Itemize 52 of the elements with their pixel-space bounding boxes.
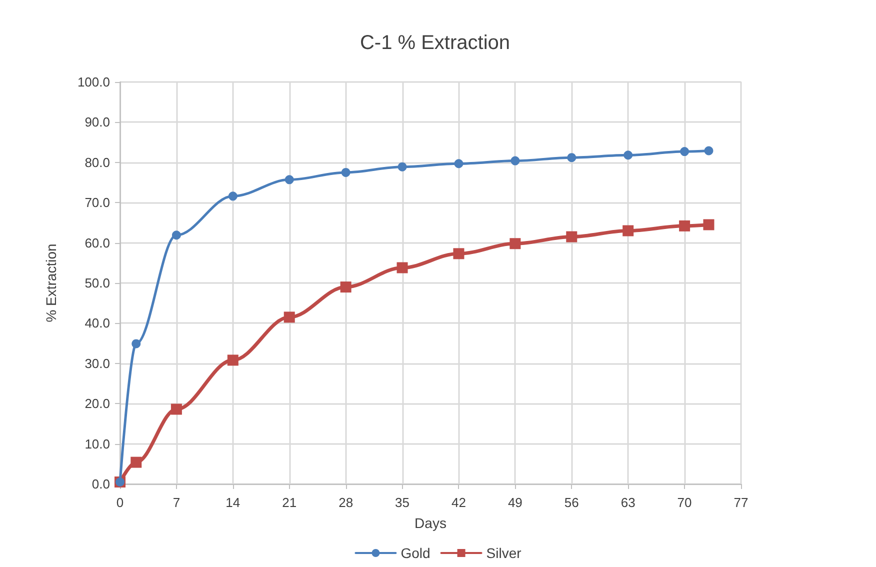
legend-label: Gold — [400, 545, 430, 561]
y-tick-label: 30.0 — [84, 356, 110, 371]
y-tick-label: 70.0 — [84, 195, 110, 210]
x-tick-label: 28 — [338, 495, 354, 510]
x-tick-label: 35 — [395, 495, 410, 510]
x-tick-label: 7 — [172, 495, 180, 510]
point — [130, 456, 142, 468]
point — [510, 156, 520, 166]
legend-label: Silver — [486, 545, 522, 561]
x-tick-label: 63 — [620, 495, 636, 510]
point — [340, 282, 352, 293]
y-axis-title: % Extraction — [43, 244, 59, 322]
point — [679, 220, 690, 232]
y-tick-label: 0.0 — [92, 476, 110, 492]
y-tick-label: 60.0 — [84, 235, 110, 250]
y-tick-label: 40.0 — [84, 316, 110, 331]
point — [284, 175, 294, 184]
x-tick-label: 42 — [451, 495, 466, 510]
y-tick-label: 20.0 — [84, 396, 110, 412]
point — [704, 146, 714, 156]
x-tick-label: 56 — [564, 495, 579, 510]
point — [703, 219, 714, 230]
point — [132, 339, 141, 348]
y-tick-label: 10.0 — [84, 436, 110, 452]
point — [622, 225, 634, 236]
point — [454, 159, 464, 168]
point — [228, 192, 238, 201]
point — [284, 312, 295, 323]
point — [172, 230, 181, 240]
x-tick-label: 70 — [677, 495, 692, 510]
point — [680, 147, 690, 156]
x-tick-label: 14 — [226, 495, 240, 510]
point — [396, 262, 408, 274]
x-axis-title: Days — [414, 515, 446, 531]
point — [510, 238, 521, 250]
point — [398, 162, 407, 172]
x-tick-label: 21 — [282, 495, 297, 510]
point — [624, 150, 633, 160]
point — [341, 168, 350, 177]
point — [453, 248, 464, 260]
point — [566, 231, 578, 242]
y-tick-label: 100.0 — [77, 74, 110, 90]
x-tick-label: 77 — [734, 495, 748, 510]
point — [170, 404, 182, 415]
point — [227, 354, 238, 366]
point — [567, 153, 576, 162]
chart-title: C-1 % Extraction — [360, 32, 510, 54]
x-tick-label: 0 — [116, 495, 124, 510]
y-tick-label: 80.0 — [84, 154, 110, 170]
y-tick-label: 90.0 — [84, 114, 110, 130]
y-tick-label: 50.0 — [84, 276, 110, 290]
x-tick-label: 49 — [508, 495, 522, 510]
